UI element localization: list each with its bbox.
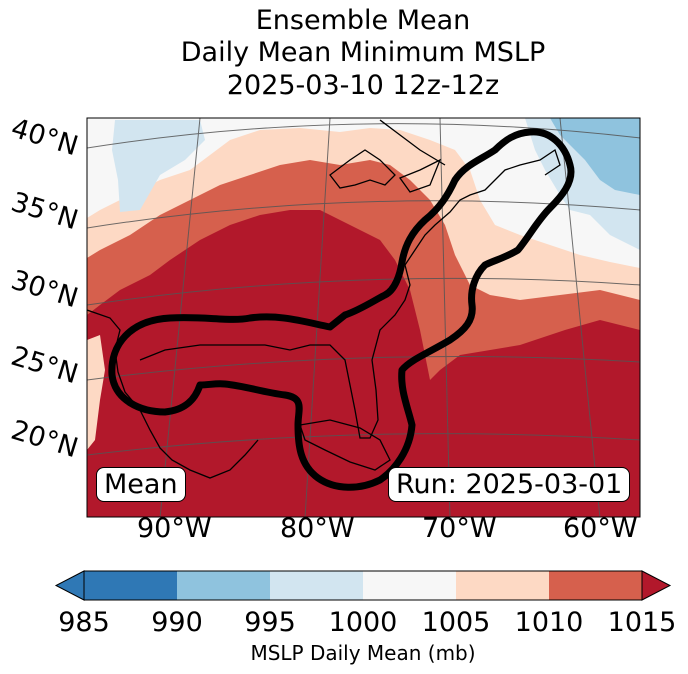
band-990 [550,118,640,195]
colorbar-tick-1010: 1010 [514,607,584,638]
title-line-3: 2025-03-10 12z-12z [226,70,500,101]
colorbar-tick-1005: 1005 [421,607,491,638]
colorbar-tick-990: 990 [151,607,203,638]
lon-label-80w: 80°W [280,513,355,544]
graticule [87,118,640,517]
colorbar-tick-985: 985 [58,607,110,638]
colorbar-arrow-high [641,570,672,601]
colorbar-995 [270,571,363,600]
colorbar-985 [84,571,177,600]
run-label-box: Run: 2025-03-01 [388,467,631,502]
lon-label-60w: 60°W [563,513,638,544]
colorbar-tick-995: 995 [244,607,296,638]
colorbar-1000 [363,571,456,600]
lon-label-70w: 70°W [422,513,497,544]
band-1000 [87,118,640,268]
band-1005-west [87,335,105,450]
title-line-1: Ensemble Mean [255,5,471,36]
colorbar-arrow-low [54,570,85,601]
band-995-west [112,120,205,212]
colorbar-990 [177,571,270,600]
mean-label-box: Mean [96,467,186,502]
colorbar-tick-1000: 1000 [328,607,398,638]
lon-label-90w: 90°W [137,513,212,544]
title-line-2: Daily Mean Minimum MSLP [180,37,546,68]
colorbar-label: MSLP Daily Mean (mb) [250,641,476,665]
colorbar-1005 [456,571,549,600]
mean-contour [108,128,575,491]
colorbar-1010 [549,571,642,600]
colorbar-tick-1015: 1015 [607,607,677,638]
